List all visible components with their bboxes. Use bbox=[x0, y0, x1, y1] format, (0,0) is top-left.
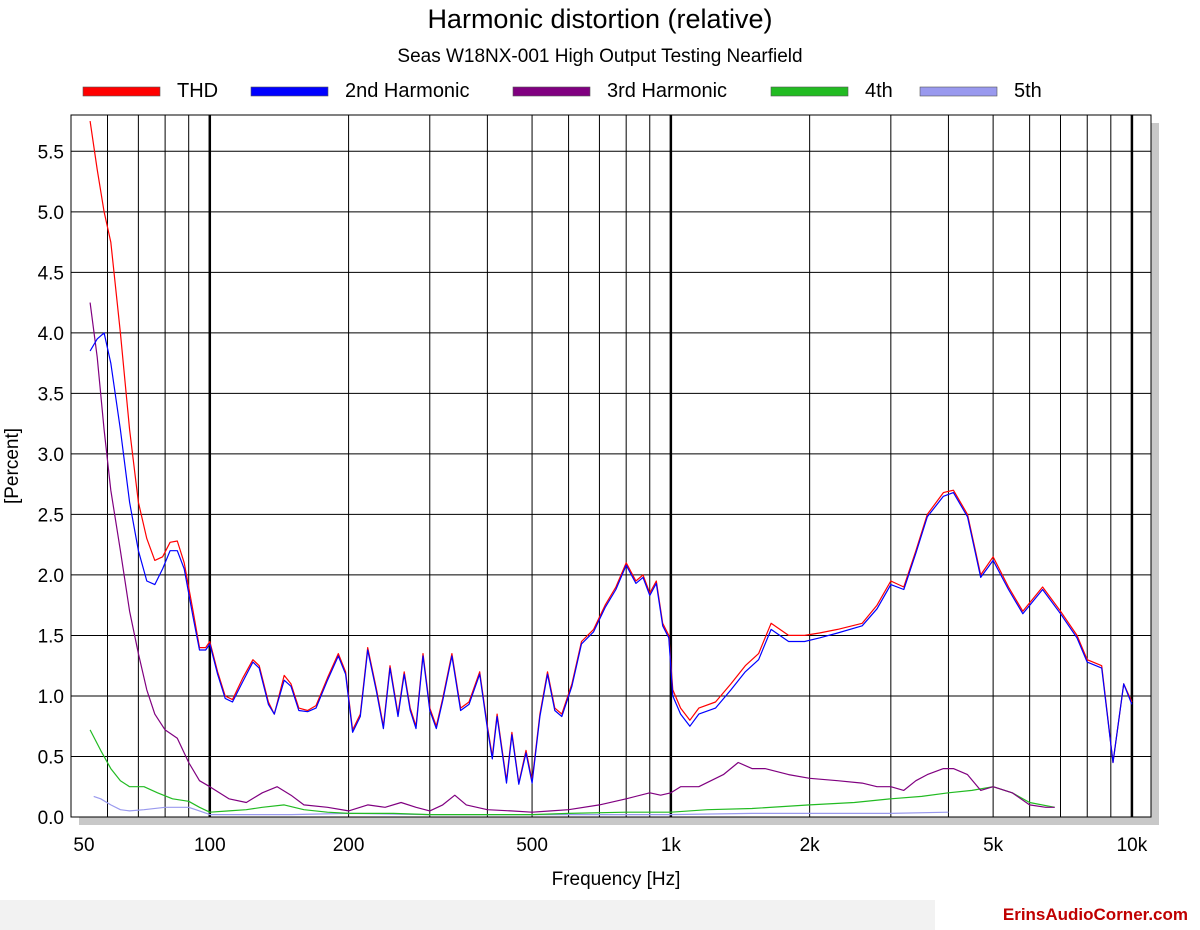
x-tick-label: 200 bbox=[333, 835, 365, 856]
legend-swatch bbox=[512, 86, 591, 97]
legend-swatch bbox=[82, 86, 161, 97]
y-tick-label: 2.0 bbox=[38, 566, 64, 587]
x-tick-label: 50 bbox=[73, 835, 94, 856]
y-tick-label: 0.0 bbox=[38, 808, 64, 829]
x-tick-label: 10k bbox=[1117, 835, 1148, 856]
x-axis-label: Frequency [Hz] bbox=[552, 869, 681, 890]
series-lines bbox=[89, 121, 1133, 816]
legend-label: 5th bbox=[1014, 80, 1042, 102]
plot-area bbox=[70, 114, 1152, 818]
watermark: ErinsAudioCorner.com bbox=[935, 900, 1200, 930]
legend-swatch bbox=[250, 86, 329, 97]
x-axis-ticks: 50 100 200 500 1k 2k 5k 10k bbox=[73, 835, 1147, 856]
x-tick-label: 100 bbox=[194, 835, 226, 856]
y-axis-ticks: 0.0 0.5 1.0 1.5 2.0 2.5 3.0 3.5 4.0 4.5 5.0 5.5 bbox=[38, 142, 64, 829]
legend: THD 2nd Harmonic 3rd Harmonic 4th 5th bbox=[82, 80, 1042, 102]
legend-label: 2nd Harmonic bbox=[345, 80, 470, 102]
legend-swatch bbox=[770, 86, 849, 97]
x-tick-label: 5k bbox=[983, 835, 1004, 856]
y-tick-label: 3.0 bbox=[38, 445, 64, 466]
legend-label: 3rd Harmonic bbox=[607, 80, 727, 102]
y-tick-label: 1.5 bbox=[38, 626, 64, 647]
x-tick-label: 500 bbox=[516, 835, 548, 856]
y-tick-label: 5.0 bbox=[38, 203, 64, 224]
y-axis-label: [Percent] bbox=[2, 428, 23, 504]
series-line-3rd-harmonic bbox=[89, 302, 1055, 813]
y-tick-label: 3.5 bbox=[38, 384, 64, 405]
series-line-4th bbox=[89, 729, 1055, 816]
x-tick-label: 2k bbox=[800, 835, 821, 856]
legend-swatch bbox=[919, 86, 998, 97]
series-line-2nd-harmonic bbox=[89, 332, 1133, 785]
chart-subtitle: Seas W18NX-001 High Output Testing Nearf… bbox=[397, 46, 802, 67]
grid bbox=[71, 115, 1151, 817]
y-tick-label: 1.0 bbox=[38, 687, 64, 708]
x-tick-label: 1k bbox=[661, 835, 682, 856]
legend-label: 4th bbox=[865, 80, 893, 102]
y-tick-label: 5.5 bbox=[38, 142, 64, 163]
legend-label: THD bbox=[177, 80, 218, 102]
series-line-5th bbox=[93, 795, 949, 816]
y-tick-label: 4.0 bbox=[38, 324, 64, 345]
chart-title: Harmonic distortion (relative) bbox=[427, 4, 772, 34]
y-tick-label: 0.5 bbox=[38, 747, 64, 768]
y-tick-label: 2.5 bbox=[38, 505, 64, 526]
y-tick-label: 4.5 bbox=[38, 263, 64, 284]
